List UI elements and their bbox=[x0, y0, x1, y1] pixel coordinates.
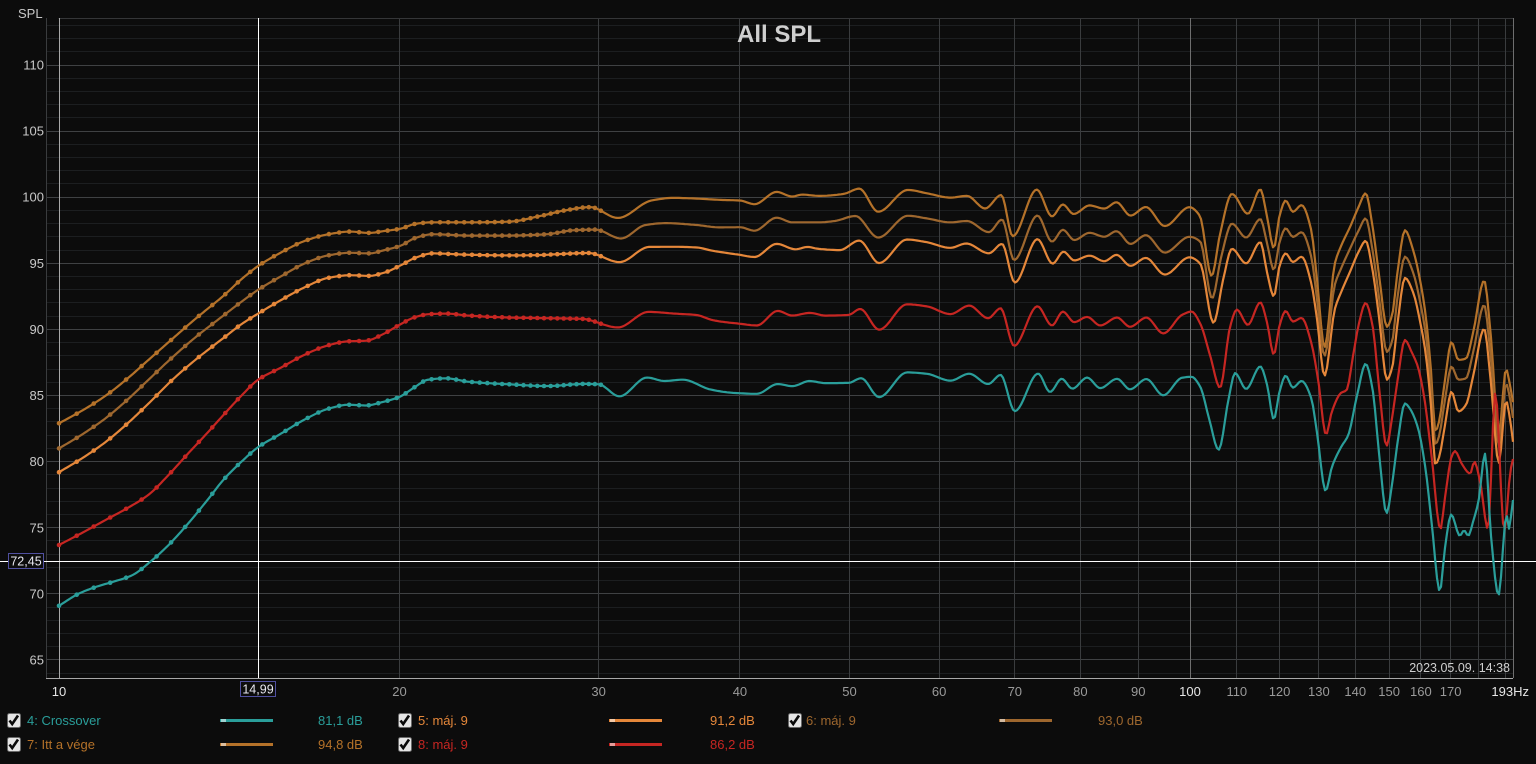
svg-text:65: 65 bbox=[30, 652, 44, 667]
svg-text:7: Itt a vége: 7: Itt a vége bbox=[27, 737, 95, 752]
svg-text:100: 100 bbox=[22, 190, 44, 205]
svg-text:90: 90 bbox=[1131, 684, 1145, 699]
svg-text:8: máj. 9: 8: máj. 9 bbox=[418, 737, 468, 752]
svg-text:160: 160 bbox=[1410, 684, 1432, 699]
svg-text:110: 110 bbox=[1226, 684, 1247, 699]
svg-text:30: 30 bbox=[591, 684, 605, 699]
svg-text:10: 10 bbox=[52, 684, 66, 699]
svg-text:130: 130 bbox=[1308, 684, 1330, 699]
svg-text:60: 60 bbox=[932, 684, 946, 699]
svg-text:91,2 dB: 91,2 dB bbox=[710, 713, 755, 728]
svg-text:85: 85 bbox=[30, 388, 44, 403]
svg-text:50: 50 bbox=[842, 684, 856, 699]
svg-text:140: 140 bbox=[1344, 684, 1366, 699]
svg-text:100: 100 bbox=[1179, 684, 1201, 699]
svg-text:86,2 dB: 86,2 dB bbox=[710, 737, 755, 752]
svg-text:105: 105 bbox=[22, 124, 44, 139]
svg-text:40: 40 bbox=[733, 684, 747, 699]
svg-text:75: 75 bbox=[30, 520, 44, 535]
svg-text:SPL: SPL bbox=[18, 6, 43, 21]
svg-text:93,0 dB: 93,0 dB bbox=[1098, 713, 1143, 728]
svg-text:2023.05.09. 14:38: 2023.05.09. 14:38 bbox=[1409, 661, 1510, 675]
svg-text:90: 90 bbox=[30, 322, 44, 337]
svg-text:5: máj. 9: 5: máj. 9 bbox=[418, 713, 468, 728]
svg-text:14,99: 14,99 bbox=[242, 683, 273, 697]
svg-text:72,45: 72,45 bbox=[10, 555, 41, 569]
svg-text:120: 120 bbox=[1269, 684, 1291, 699]
svg-text:80: 80 bbox=[30, 454, 44, 469]
svg-text:110: 110 bbox=[23, 58, 44, 73]
svg-text:4: Crossover: 4: Crossover bbox=[27, 713, 101, 728]
svg-text:70: 70 bbox=[30, 586, 44, 601]
svg-text:20: 20 bbox=[392, 684, 406, 699]
svg-text:95: 95 bbox=[30, 256, 44, 271]
svg-text:6: máj. 9: 6: máj. 9 bbox=[806, 713, 856, 728]
svg-text:150: 150 bbox=[1378, 684, 1400, 699]
svg-text:94,8 dB: 94,8 dB bbox=[318, 737, 363, 752]
svg-text:All SPL: All SPL bbox=[737, 21, 821, 48]
svg-text:81,1 dB: 81,1 dB bbox=[318, 713, 363, 728]
svg-text:170: 170 bbox=[1440, 684, 1462, 699]
svg-text:70: 70 bbox=[1008, 684, 1022, 699]
svg-text:193Hz: 193Hz bbox=[1491, 684, 1529, 699]
svg-text:80: 80 bbox=[1073, 684, 1087, 699]
